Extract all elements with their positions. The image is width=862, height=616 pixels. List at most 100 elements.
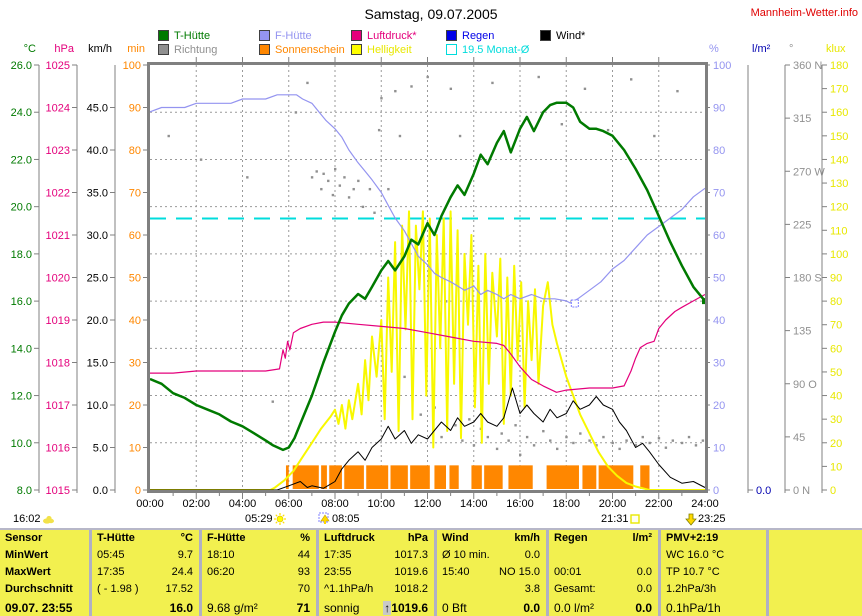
sonnenschein-swatch-icon [259,44,270,55]
table-cell: 9.68 g/m² 71 [207,601,310,615]
tick-label: 1021 [46,230,70,242]
tick-label: 160 [830,107,848,119]
tick-label: 14.0 [11,343,32,355]
tick-label: 30 [129,358,141,370]
tick-label: 50 [713,273,725,285]
19-5-monat-swatch-icon [446,44,457,55]
tick-label: 1022 [46,188,70,200]
tick-label: 40 [713,315,725,327]
time-marker-label: 08:05 [332,513,360,525]
axis-unit-rain: l/m² [752,43,771,55]
legend-label: 19.5 Monat-Ø [462,43,530,56]
table-cell: ( - 1.98 ) 17.52 [97,583,193,595]
tick-label: 120 [830,202,848,214]
table-cell: 70 [297,583,310,595]
tick-label: 135 [793,326,811,338]
axis-unit-sunshine: min [127,43,145,55]
x-tick-label: 14:00 [460,498,488,510]
tick-label: 140 [830,154,848,166]
tick-label: 0 [713,485,719,497]
tick-label: 1025 [46,60,70,72]
tick-label: 225 [793,219,811,231]
tick-label: 180 S [793,273,822,285]
series-f-h-tte [149,94,706,304]
tick-label: 20 [129,400,141,412]
tick-label: 0 [830,485,836,497]
time-marker-08-05: 08:05 [318,512,360,526]
site-link[interactable]: Mannheim-Wetter.info [750,7,858,19]
table-col-sensor: Sensor MinWert MaxWert Durchschnitt 09.07. 2… [0,530,89,616]
tick-label: 16.0 [11,296,32,308]
tick-label: 360 N [793,60,822,72]
cloud-icon [42,515,54,524]
legend-item-19-5-monat: 19.5 Monat-Ø [446,43,529,56]
legend-item-helligkeit: Helligkeit [351,43,412,56]
tick-label: 12.0 [11,391,32,403]
series-richtung [167,75,705,456]
time-marker-23-25: 23:25 [684,512,726,526]
table-cell: 18:10 44 [207,549,310,561]
tick-label: 1020 [46,273,70,285]
x-tick-label: 12:00 [414,498,442,510]
tick-label: 1017 [46,400,70,412]
axis-unit-temp: °C [24,43,36,55]
grid [150,65,705,490]
time-marker-label: 21:31 [601,513,629,525]
sun-up-icon [318,512,330,524]
table-cell: Gesamt: 0.0 [554,583,652,595]
col-header: PMV+2:19 [666,532,719,544]
series-sonnenschein [285,465,650,489]
tick-label: 130 [830,178,848,190]
luftdruck-swatch-icon [351,30,362,41]
tick-label: 40 [129,315,141,327]
table-cell [769,581,862,598]
tick-label: 80 [713,145,725,157]
legend-item-luftdruck: Luftdruck* [351,29,417,42]
axis-pressure: hPa 1025 1024 1023 1022 1021 1020 1019 1018 1017 1… [46,43,78,497]
tick-label: 22.0 [11,154,32,166]
tick-label: 1019 [46,315,70,327]
tick-label: 110 [830,225,848,237]
axis-brightness: klux180170160150140130120110100908070605… [821,43,848,497]
tick-label: 20.0 [11,202,32,214]
table-cell: 0 Bft 0.0 [442,601,540,615]
tick-label: 26.0 [11,60,32,72]
table-cell: 1.2hPa/3h [666,583,717,595]
col-header [769,530,862,547]
tick-label: 8.0 [17,485,32,497]
tick-label: 100 [713,60,731,72]
legend-label: Regen [462,29,495,42]
legend-label: Helligkeit [367,43,412,56]
tick-label: 0.0 [93,485,108,497]
x-tick-label: 24:00 [691,498,719,510]
tick-label: 35.0 [87,188,108,200]
table-cell: 23:55 1019.6 [324,566,428,578]
legend-item-sonnenschein: Sonnenschein [259,43,345,56]
row-label: MaxWert [5,566,51,578]
page-title: Samstag, 09.07.2005 [364,6,498,22]
tick-label: 5.0 [93,443,108,455]
series-wind [150,387,706,491]
tick-label: 50 [830,367,842,379]
legend-item-t-h-tte: T-Hütte [158,29,210,42]
series-luftdruck [150,293,706,393]
table-cell: 16.0 [169,601,193,615]
row-label: Sensor [5,532,43,544]
helligkeit-swatch-icon [351,44,362,55]
tick-label: 315 [793,113,811,125]
tick-label: 90 [713,103,725,115]
time-marker-16-02: 16:02 [13,512,55,526]
tick-label: 60 [713,230,725,242]
row-label: Durchschnitt [5,583,73,595]
f-h-tte-swatch-icon [259,30,270,41]
col-header: Wind km/h [442,532,540,544]
tick-label: 1016 [46,443,70,455]
legend-item-richtung: Richtung [158,43,217,56]
table-cell: TP 10.7 °C [666,566,720,578]
wind-swatch-icon [540,30,551,41]
table-col-f-h-tte: F-Hütte% 18:10 44 06:20 93 70 9.68 g/m² 71 [199,530,316,616]
up-arrow-icon: ↑ [383,601,392,615]
tick-label: 80 [830,296,842,308]
tick-label: 90 [830,273,842,285]
